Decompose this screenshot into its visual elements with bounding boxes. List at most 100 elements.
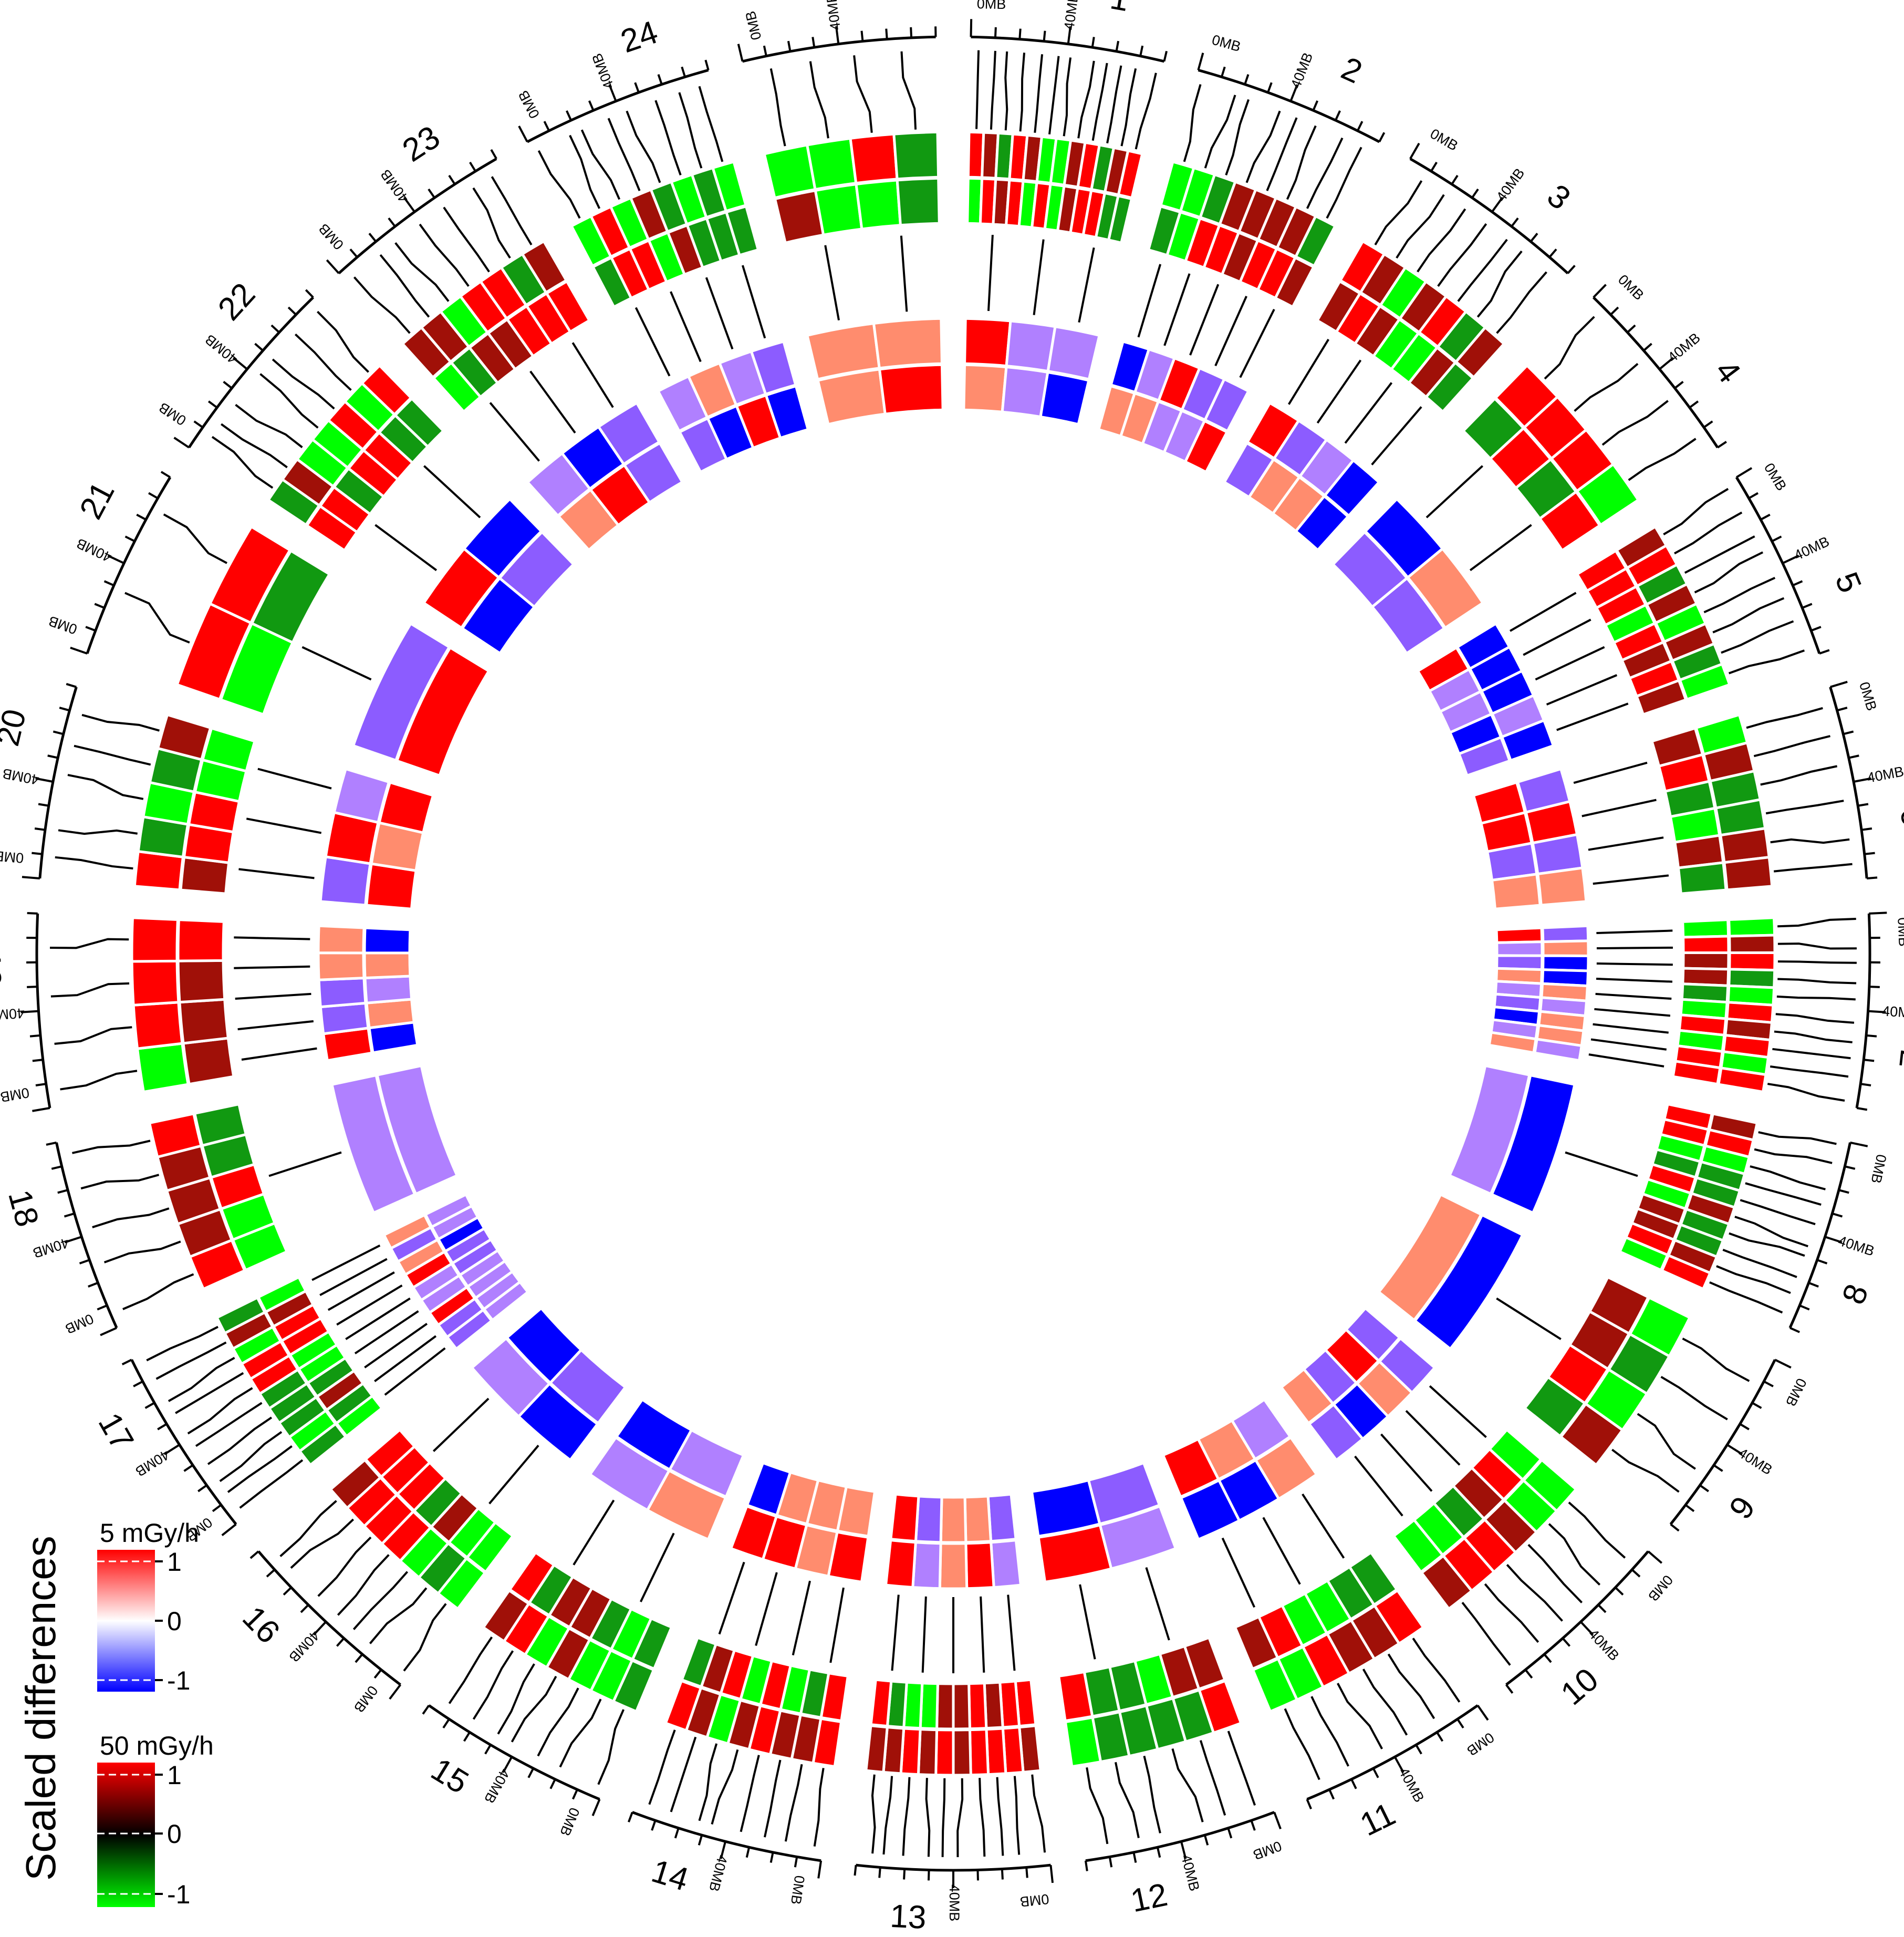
axis-tick bbox=[212, 1504, 222, 1513]
axis-tick bbox=[1043, 30, 1046, 42]
axis-tick bbox=[32, 1059, 43, 1062]
gene-link-inner bbox=[1262, 1517, 1301, 1585]
legend-high-dose-colorbar bbox=[97, 1763, 155, 1907]
gene-link-inner bbox=[234, 936, 310, 940]
gene-link-inner bbox=[1302, 1493, 1345, 1559]
outer-heatmap-cell bbox=[952, 1682, 971, 1731]
tick-label-40mb: 40MB bbox=[1, 765, 40, 788]
gene-link-inner bbox=[1405, 1410, 1461, 1466]
axis-tick bbox=[634, 82, 640, 93]
gene-link-outer bbox=[1709, 1281, 1783, 1314]
axis-tick bbox=[35, 1083, 47, 1086]
axis-tick bbox=[811, 37, 816, 48]
gene-link-inner bbox=[571, 342, 614, 408]
axis-tick bbox=[1593, 284, 1607, 298]
axis-tick bbox=[46, 1141, 57, 1146]
tick-label-40mb: 40MB bbox=[1288, 50, 1316, 91]
gene-link-outer bbox=[537, 1687, 579, 1757]
gene-link-outer bbox=[1086, 1767, 1109, 1845]
legend-low-dose-min: -1 bbox=[167, 1666, 190, 1695]
axis-tick bbox=[1748, 492, 1759, 500]
gene-link-outer bbox=[813, 1768, 825, 1847]
inner-heatmap-cell bbox=[938, 1542, 969, 1590]
gene-link-outer bbox=[1396, 194, 1445, 259]
tick-label-40mb: 40MB bbox=[481, 1766, 513, 1806]
axis-tick bbox=[53, 730, 64, 736]
gene-link-outer bbox=[1106, 65, 1122, 143]
gene-link-inner bbox=[241, 1047, 317, 1061]
axis-tick bbox=[1647, 1550, 1663, 1564]
inner-heatmap-cell bbox=[330, 1073, 417, 1215]
gene-link-inner bbox=[432, 1397, 490, 1452]
gene-link-outer bbox=[1135, 72, 1157, 150]
gene-link-outer bbox=[58, 829, 138, 835]
gene-link-outer bbox=[1496, 271, 1547, 334]
chromosome-axis-arc bbox=[1409, 158, 1569, 275]
gene-link-outer bbox=[1183, 84, 1202, 162]
gene-link-inner bbox=[1033, 239, 1045, 315]
gene-link-outer bbox=[1746, 707, 1823, 729]
outer-heatmap-cell bbox=[1454, 325, 1506, 379]
gene-link-outer bbox=[81, 713, 160, 732]
gene-link-outer bbox=[290, 1518, 355, 1569]
gene-link-outer bbox=[1204, 95, 1236, 169]
axis-tick bbox=[860, 30, 864, 42]
axis-tick bbox=[1857, 803, 1869, 807]
tick-label-40mb: 40MB bbox=[1866, 763, 1904, 786]
inner-heatmap-cell bbox=[1500, 718, 1555, 762]
chromosome-axis-arc bbox=[1669, 1359, 1776, 1525]
inner-heatmap-cell bbox=[1039, 370, 1090, 426]
chromosome-axis-arc bbox=[188, 296, 315, 449]
tick-label-40mb: 40MB bbox=[132, 1446, 172, 1479]
axis-tick bbox=[27, 912, 38, 915]
axis-tick bbox=[1689, 400, 1699, 409]
gene-link-outer bbox=[784, 1764, 803, 1842]
axis-tick bbox=[608, 84, 617, 102]
axis-tick bbox=[442, 1718, 450, 1729]
axis-tick bbox=[463, 1732, 471, 1742]
gene-link-outer bbox=[1199, 1740, 1226, 1816]
outer-heatmap-cell bbox=[1681, 918, 1730, 939]
gene-link-outer bbox=[698, 86, 724, 162]
gene-link-outer bbox=[1457, 239, 1508, 302]
axis-tick bbox=[1699, 1484, 1709, 1493]
inner-heatmap-cell bbox=[1533, 1038, 1584, 1062]
tick-label-0mb: 0MB bbox=[316, 221, 347, 253]
gene-link-inner bbox=[634, 307, 671, 377]
axis-tick bbox=[349, 248, 358, 258]
gene-link-inner bbox=[1588, 836, 1664, 851]
axis-tick bbox=[1334, 110, 1341, 121]
axis-tick bbox=[1726, 1444, 1743, 1455]
axis-tick bbox=[469, 161, 476, 172]
tick-label-0mb: 0MB bbox=[46, 613, 79, 638]
chromosome-number-19: 19 bbox=[0, 950, 7, 987]
axis-tick bbox=[1752, 1402, 1762, 1409]
axis-tick bbox=[1456, 1718, 1464, 1729]
gene-link-inner bbox=[705, 277, 734, 350]
axis-tick bbox=[1811, 626, 1822, 632]
axis-tick bbox=[70, 646, 88, 655]
axis-tick bbox=[518, 125, 528, 142]
legend: Scaled differences 5 mGy/h 1 0 -1 50 mGy… bbox=[17, 1518, 214, 1909]
gene-link-outer bbox=[1417, 208, 1466, 273]
axis-tick bbox=[794, 1857, 798, 1868]
gene-link-outer bbox=[537, 150, 581, 219]
gene-link-outer bbox=[1682, 1338, 1750, 1382]
inner-heatmap-cell bbox=[911, 1541, 942, 1590]
chromosome-number-2: 2 bbox=[1336, 50, 1368, 91]
gene-link-outer bbox=[491, 176, 533, 246]
axis-tick bbox=[1717, 441, 1727, 449]
outer-heatmap-cell bbox=[360, 364, 413, 417]
gene-link-outer bbox=[882, 1776, 893, 1855]
axis-tick bbox=[428, 188, 435, 199]
tick-label-40mb: 40MB bbox=[823, 0, 844, 31]
tick-label-0mb: 0MB bbox=[1210, 32, 1243, 55]
gene-link-outer bbox=[1765, 800, 1844, 815]
gene-link-inner bbox=[488, 1445, 539, 1505]
axis-tick bbox=[163, 1444, 180, 1455]
chromosome-number-11: 11 bbox=[1355, 1796, 1401, 1843]
axis-tick bbox=[1562, 1638, 1571, 1647]
axis-tick bbox=[38, 803, 49, 807]
axis-tick bbox=[1703, 420, 1713, 429]
axis-tick bbox=[1356, 121, 1364, 131]
